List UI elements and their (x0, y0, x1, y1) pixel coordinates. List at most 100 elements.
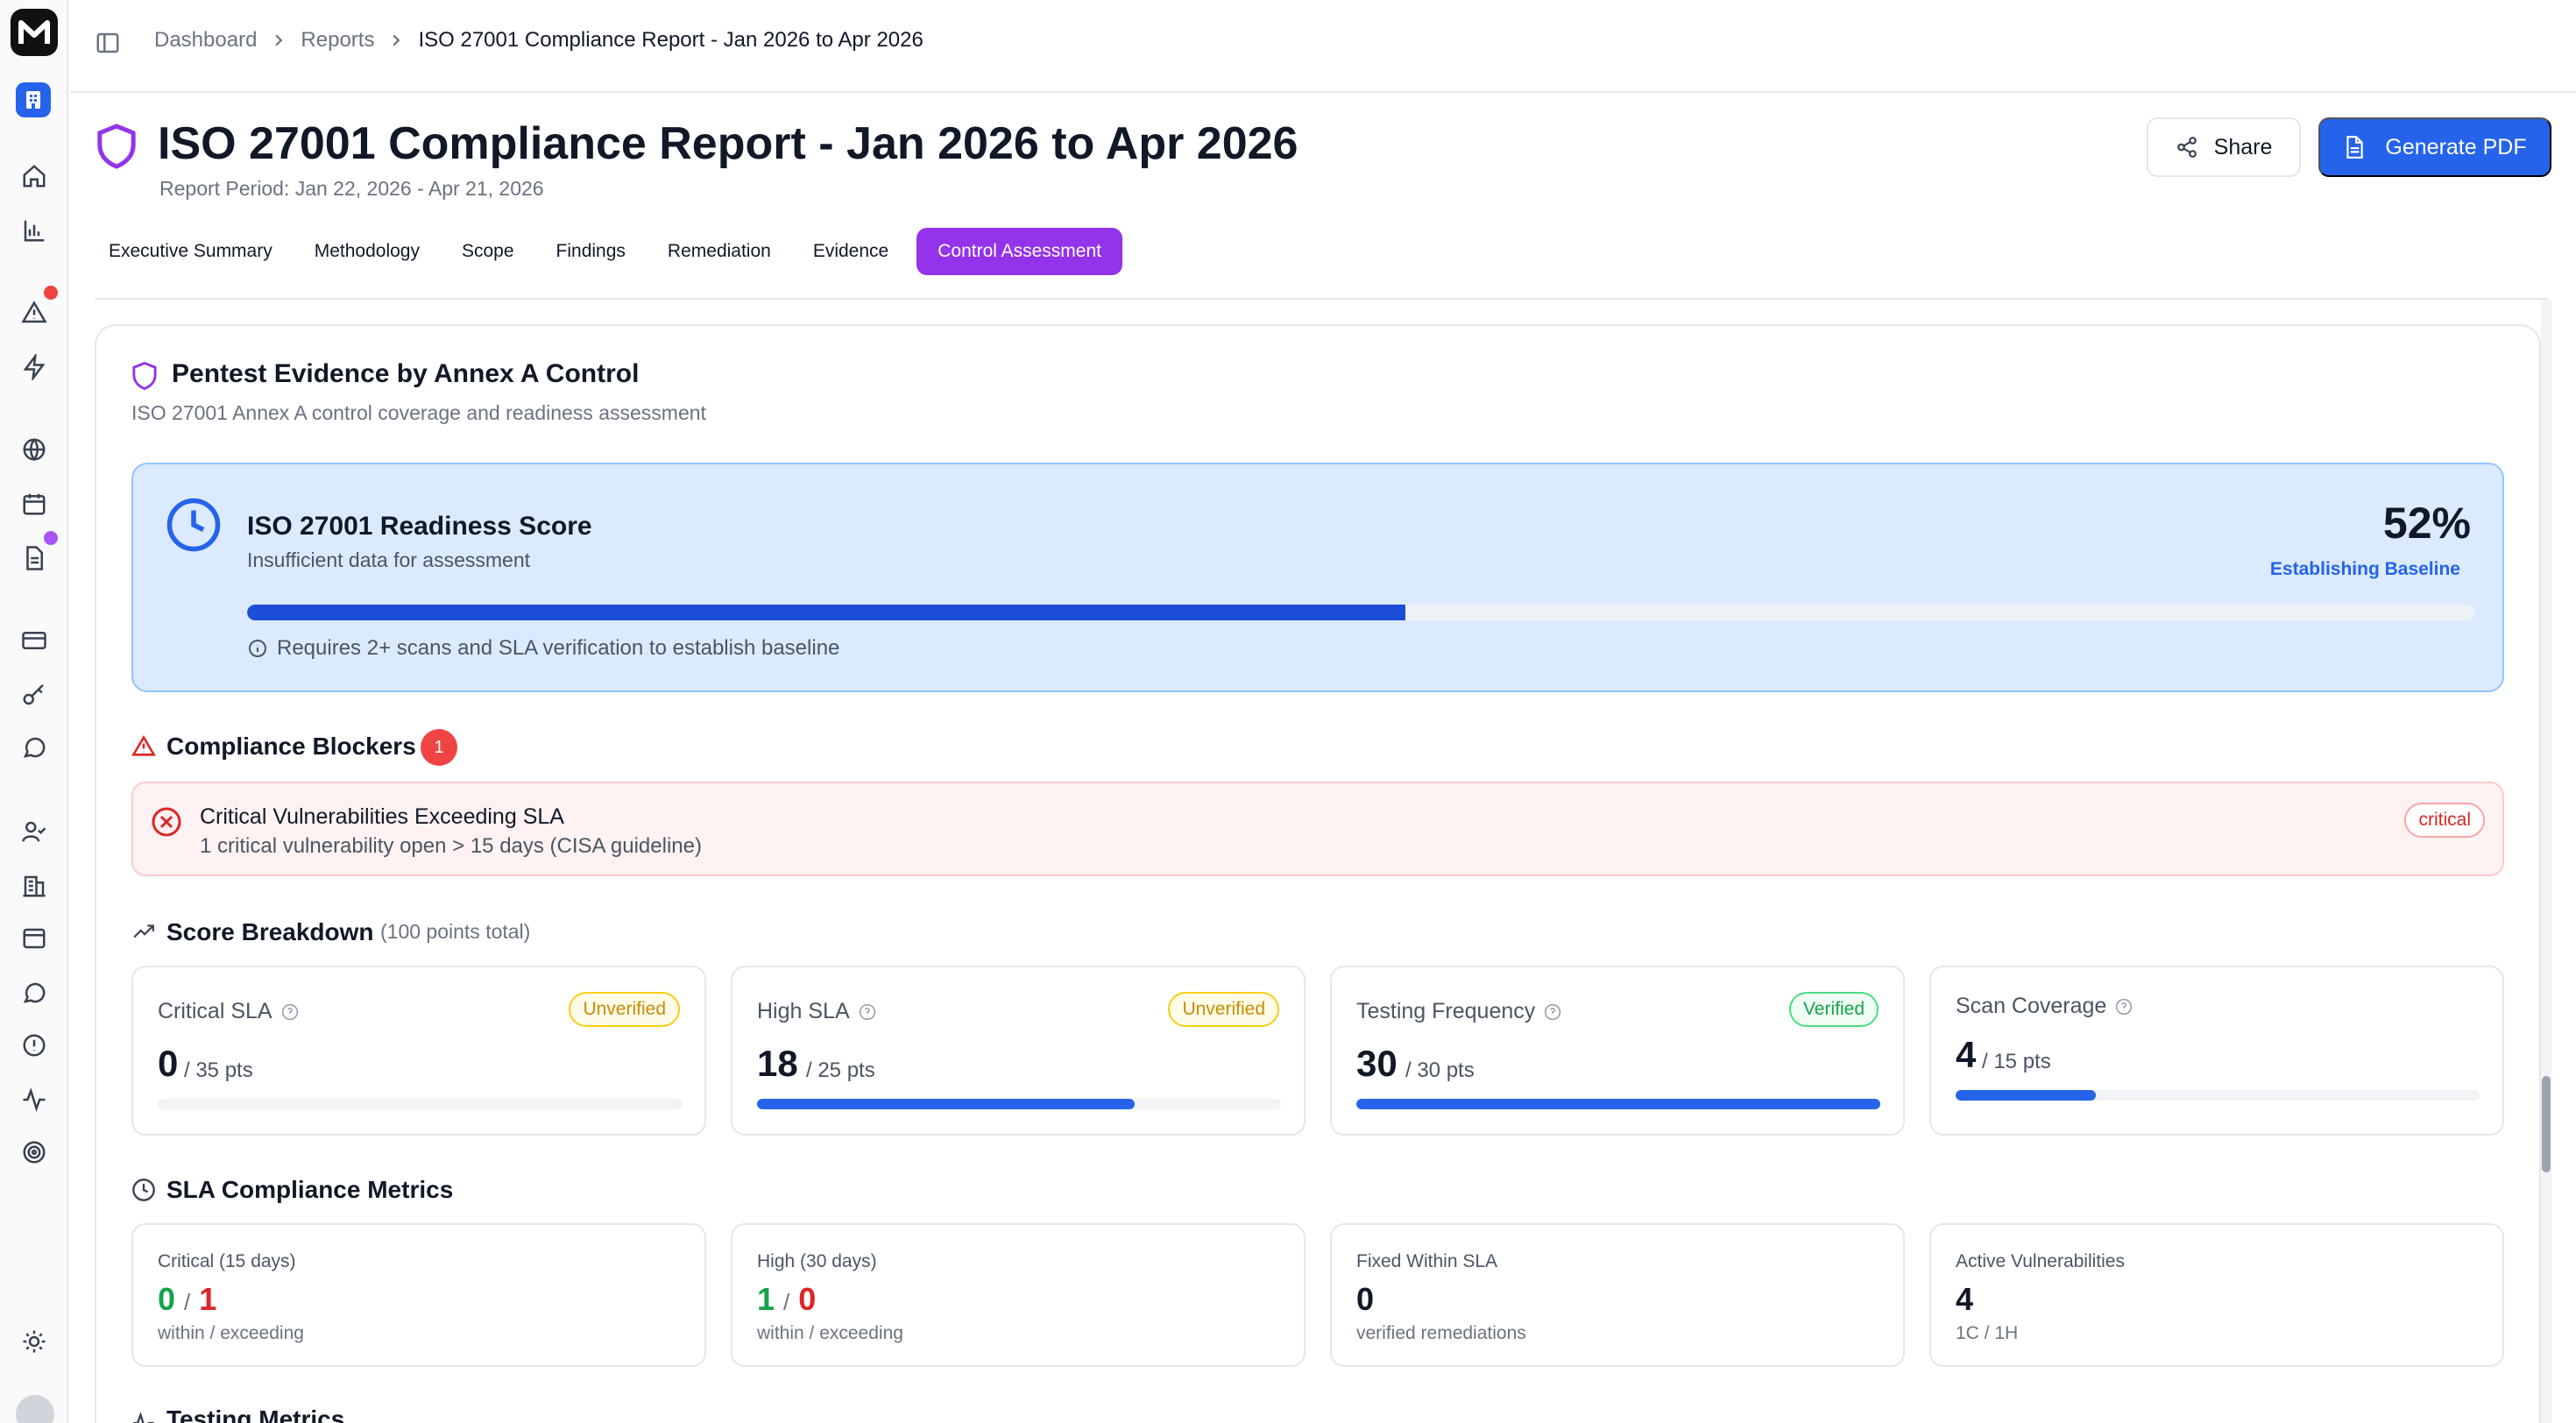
metric-card-fixed-within-sla: Fixed Within SLA 0 verified remediations (1330, 1223, 1905, 1367)
sidebar-toggle-icon[interactable] (95, 30, 121, 56)
section-title: Pentest Evidence by Annex A Control (172, 359, 640, 388)
home-icon[interactable] (19, 161, 49, 191)
score-card-scan-coverage: Scan Coverage 4 / 15 pts (1929, 966, 2504, 1136)
readiness-subtitle: Insufficient data for assessment (247, 549, 531, 571)
breadcrumb-reports[interactable]: Reports (301, 28, 375, 52)
readiness-note: Requires 2+ scans and SLA verification t… (247, 636, 839, 661)
info-alert-icon[interactable] (19, 1030, 49, 1060)
tab-control-assessment[interactable]: Control Assessment (916, 228, 1122, 275)
reports-indicator-dot (44, 531, 58, 545)
status-badge: Unverified (1168, 992, 1279, 1027)
score-breakdown-title: Score Breakdown (166, 918, 374, 945)
generate-pdf-button[interactable]: Generate PDF (2318, 117, 2551, 177)
metric-sub: within / exceeding (757, 1323, 903, 1343)
metric-label: Active Vulnerabilities (1956, 1251, 2125, 1271)
metric-value: 4 (1956, 1281, 1974, 1317)
score-max: / 15 pts (1982, 1050, 2051, 1073)
organization-icon[interactable] (16, 82, 51, 117)
testing-metrics-title: Testing Metrics (166, 1405, 345, 1423)
metric-sub: verified remediations (1356, 1323, 1526, 1343)
alert-indicator-dot (44, 286, 58, 300)
metric-card-active-vulnerabilities: Active Vulnerabilities 4 1C / 1H (1929, 1223, 2504, 1367)
metric-exceeding: 1 (199, 1281, 217, 1317)
page-title: ISO 27001 Compliance Report - Jan 2026 t… (158, 118, 1299, 169)
message-icon[interactable] (19, 978, 49, 1008)
score-card-critical-sla: Critical SLA Unverified 0 / 35 pts (131, 966, 706, 1136)
building-icon[interactable] (19, 871, 49, 901)
theme-sun-icon[interactable] (19, 1327, 49, 1356)
scrollbar-thumb[interactable] (2542, 1076, 2551, 1172)
help-circle-icon[interactable] (281, 1003, 299, 1021)
report-document-icon[interactable] (19, 543, 49, 573)
sidebar (0, 0, 68, 1423)
blocker-title: Critical Vulnerabilities Exceeding SLA (200, 804, 564, 829)
metric-card-critical: Critical (15 days) 0 / 1 within / exceed… (131, 1223, 706, 1367)
tab-findings[interactable]: Findings (556, 241, 626, 261)
metric-label: High (30 days) (757, 1251, 877, 1271)
app-logo[interactable] (11, 9, 58, 56)
readiness-score-panel: ISO 27001 Readiness Score Insufficient d… (131, 463, 2504, 692)
breadcrumb: Dashboard Reports ISO 27001 Compliance R… (154, 28, 924, 53)
score-max: / 25 pts (806, 1058, 875, 1082)
share-button[interactable]: Share (2147, 117, 2301, 177)
tab-remediation[interactable]: Remediation (667, 241, 771, 261)
status-badge: Verified (1788, 992, 1879, 1027)
blockers-count-badge: 1 (421, 729, 457, 766)
activity-icon[interactable] (19, 1085, 49, 1115)
trending-up-icon (133, 924, 154, 938)
score-value: 0 (158, 1043, 179, 1084)
tab-scope[interactable]: Scope (461, 241, 514, 261)
score-progress-fill (757, 1099, 1135, 1109)
metric-sub: 1C / 1H (1956, 1323, 2019, 1343)
readiness-score-value: 52% (2382, 499, 2471, 548)
alert-icon[interactable] (19, 298, 49, 328)
section-description: ISO 27001 Annex A control coverage and r… (131, 401, 706, 424)
metric-sub: within / exceeding (158, 1323, 304, 1343)
x-circle-icon (152, 807, 181, 837)
blocker-item: Critical Vulnerabilities Exceeding SLA 1… (131, 782, 2504, 876)
blocker-detail: 1 critical vulnerability open > 15 days … (200, 834, 702, 858)
tab-methodology[interactable]: Methodology (314, 241, 420, 261)
metric-within: 1 (757, 1281, 775, 1317)
help-circle-icon[interactable] (1544, 1003, 1561, 1021)
shield-icon (97, 124, 136, 169)
tab-evidence[interactable]: Evidence (812, 241, 889, 261)
blockers-title: Compliance Blockers (166, 733, 416, 760)
metric-label: Critical (15 days) (158, 1251, 296, 1271)
metric-card-high: High (30 days) 1 / 0 within / exceeding (731, 1223, 1306, 1367)
help-circle-icon[interactable] (859, 1003, 876, 1021)
calendar-icon[interactable] (19, 489, 49, 519)
share-icon (2176, 137, 2197, 158)
analytics-icon[interactable] (19, 216, 49, 245)
globe-icon[interactable] (19, 435, 49, 464)
score-card-testing-frequency: Testing Frequency Verified 30 / 30 pts (1330, 966, 1905, 1136)
m-logo-icon (18, 20, 50, 44)
user-check-icon[interactable] (19, 817, 49, 846)
chat-icon[interactable] (19, 733, 49, 762)
status-badge: Unverified (569, 992, 680, 1027)
score-progress-bar (1356, 1099, 1880, 1109)
tab-executive-summary[interactable]: Executive Summary (109, 241, 272, 261)
sla-metrics-title: SLA Compliance Metrics (166, 1176, 454, 1203)
lightning-icon[interactable] (19, 352, 49, 382)
activity-icon (133, 1412, 154, 1423)
score-label: High SLA (757, 999, 850, 1023)
help-circle-icon[interactable] (2115, 998, 2133, 1016)
score-progress-fill (1956, 1090, 2096, 1101)
user-avatar[interactable] (16, 1395, 54, 1423)
key-icon[interactable] (19, 680, 49, 710)
shield-icon (132, 361, 157, 391)
top-bar: Dashboard Reports ISO 27001 Compliance R… (70, 0, 2576, 93)
readiness-note-text: Requires 2+ scans and SLA verification t… (277, 636, 840, 660)
score-label: Critical SLA (158, 999, 272, 1023)
metric-value: 0 / 1 (158, 1281, 217, 1317)
readiness-progress-bar (247, 605, 2474, 620)
clock-icon (132, 1179, 155, 1201)
readiness-status: Establishing Baseline (2269, 559, 2460, 579)
browser-window-icon[interactable] (19, 924, 49, 953)
scrollbar-track[interactable] (2541, 300, 2551, 1423)
credit-card-icon[interactable] (19, 626, 49, 655)
target-icon[interactable] (19, 1137, 49, 1167)
report-period: Report Period: Jan 22, 2026 - Apr 21, 20… (159, 177, 544, 200)
breadcrumb-dashboard[interactable]: Dashboard (154, 28, 258, 52)
